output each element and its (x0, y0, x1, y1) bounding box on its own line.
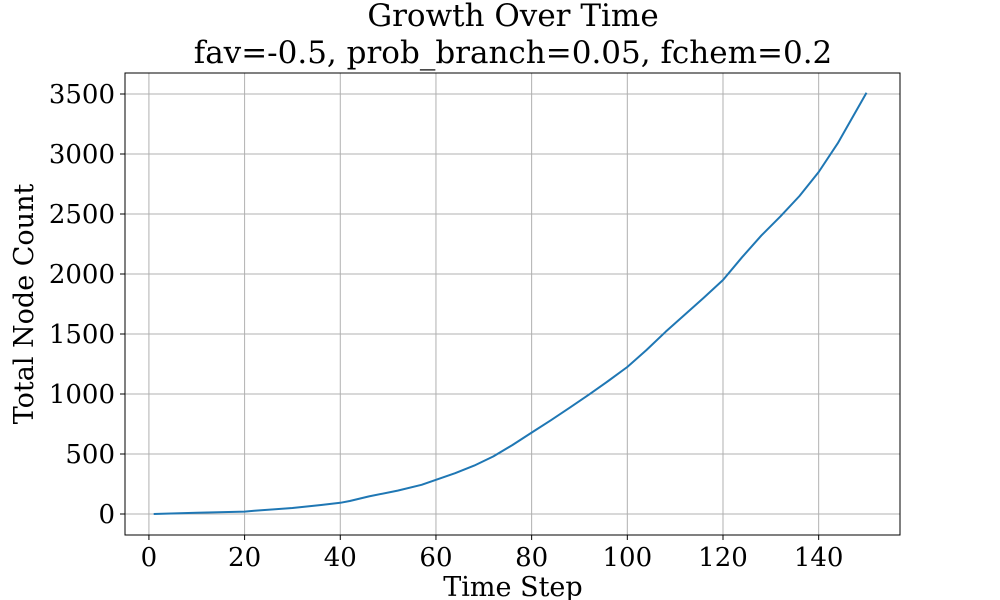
grid-lines (125, 73, 900, 535)
y-axis-label: Total Node Count (9, 184, 40, 425)
y-tick-label: 500 (65, 440, 115, 470)
plot-area-frame (124, 72, 901, 536)
y-tick-label: 1500 (49, 320, 115, 350)
y-tick-label: 3000 (49, 140, 115, 170)
series-line (153, 92, 868, 515)
y-tick-label: 2500 (49, 200, 115, 230)
y-tick-label: 2000 (49, 260, 115, 290)
x-tick-label: 80 (515, 543, 548, 573)
chart-subtitle: fav=-0.5, prob_branch=0.05, fchem=0.2 (194, 35, 833, 71)
x-tick-label: 140 (794, 543, 844, 573)
series-layer (153, 92, 868, 515)
y-tick-label: 1000 (49, 380, 115, 410)
x-tick-label: 20 (228, 543, 261, 573)
chart-title: Growth Over Time (367, 0, 658, 34)
y-tick-label: 0 (98, 500, 115, 530)
x-tick-label: 0 (141, 543, 158, 573)
x-tick-label: 40 (324, 543, 357, 573)
y-tick-label: 3500 (49, 80, 115, 110)
axis-ticks: 0 20 40 60 80 100 120 140 0 500 1000 1500 2000 2500 30… (49, 80, 844, 573)
x-tick-label: 100 (602, 543, 652, 573)
x-tick-label: 60 (419, 543, 452, 573)
x-axis-label: Time Step (443, 572, 582, 600)
x-tick-label: 120 (698, 543, 748, 573)
